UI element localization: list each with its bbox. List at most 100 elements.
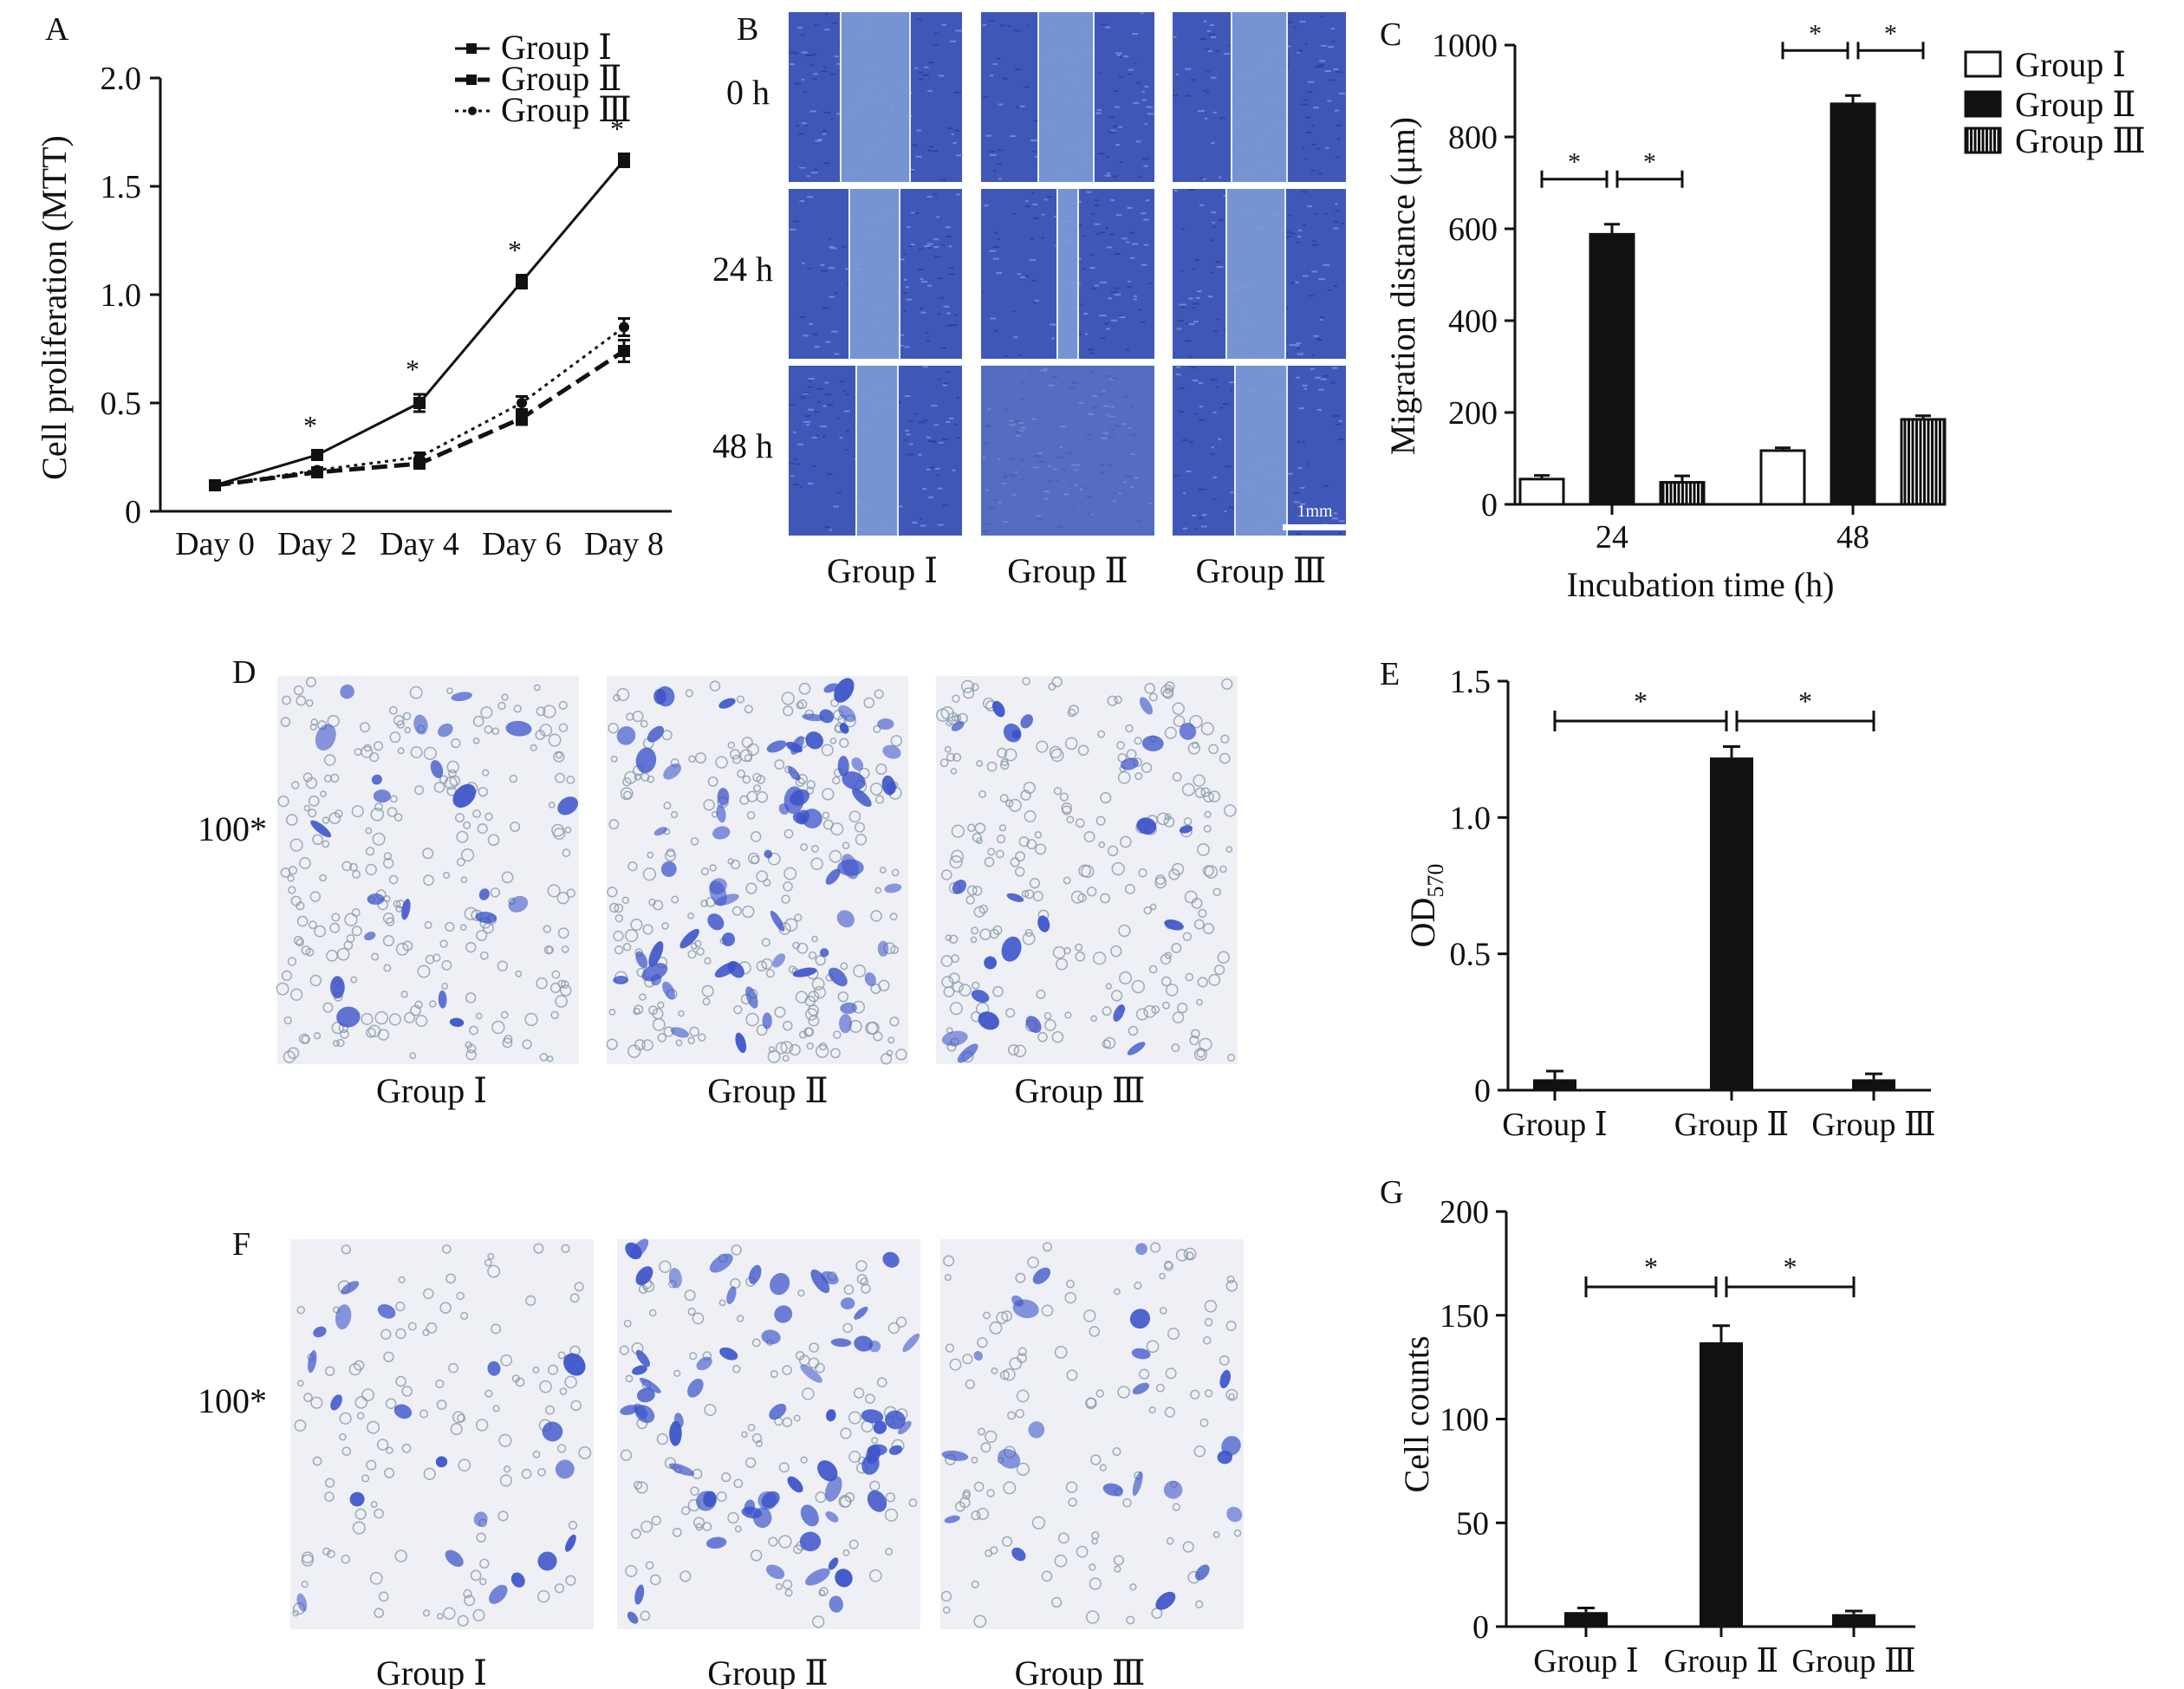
pore	[870, 983, 881, 995]
pore	[491, 727, 500, 736]
cell-texture	[1307, 90, 1313, 93]
pore	[1124, 883, 1135, 894]
pore	[487, 834, 500, 847]
pore	[651, 1515, 661, 1526]
stained-cell	[1020, 714, 1034, 729]
pore	[678, 1010, 685, 1017]
cell-texture	[1100, 281, 1108, 283]
pore	[1164, 687, 1172, 694]
pore	[548, 733, 562, 747]
cell-texture	[1310, 367, 1315, 370]
pore	[842, 1322, 853, 1334]
pore	[510, 821, 521, 833]
pore	[385, 917, 395, 926]
pore	[350, 976, 358, 984]
pore	[1154, 876, 1167, 889]
wound-gap	[841, 12, 910, 182]
wound-image-0h-group-3	[1173, 12, 1346, 182]
pore	[1143, 906, 1153, 915]
pore	[1148, 965, 1158, 974]
cell-texture	[839, 380, 845, 383]
cell-texture	[982, 529, 990, 532]
pore	[633, 1007, 640, 1016]
cell-texture	[1302, 384, 1308, 387]
pore	[322, 1002, 334, 1013]
pore	[962, 687, 975, 699]
cell-texture	[1004, 355, 1009, 358]
pore	[436, 1400, 447, 1410]
pore	[1003, 1368, 1016, 1381]
stained-cell	[861, 1454, 880, 1475]
pore	[687, 1036, 695, 1045]
cell-texture	[799, 396, 806, 399]
pore	[443, 1607, 456, 1620]
cell-texture	[1055, 479, 1060, 482]
stained-cell	[635, 747, 657, 774]
pore	[404, 726, 412, 734]
stained-cell	[951, 721, 965, 731]
pore	[806, 1042, 814, 1050]
cell-texture	[1126, 241, 1130, 244]
panel-c-bar-chart: Migration distance (μm) Incubation time …	[1383, 19, 2146, 604]
cell-texture	[821, 70, 828, 73]
cell-texture	[1183, 492, 1186, 495]
pore	[439, 939, 448, 948]
cell-texture	[1212, 498, 1218, 501]
data-point	[210, 480, 220, 490]
cell-texture	[1316, 65, 1323, 68]
pore	[753, 784, 762, 793]
pore	[661, 730, 673, 741]
cell-texture	[1105, 26, 1111, 29]
pore	[476, 1419, 489, 1432]
pore	[1107, 845, 1119, 857]
cell-texture	[1108, 415, 1115, 418]
cell-texture	[1016, 434, 1022, 437]
cell-texture	[1095, 232, 1099, 235]
pore	[503, 1465, 511, 1473]
x-tick-label: Group Ⅲ	[1811, 1107, 1935, 1143]
pore	[983, 1311, 991, 1320]
cell-texture	[905, 429, 909, 432]
pore	[829, 737, 837, 744]
pore	[642, 867, 657, 881]
cell-texture	[1102, 432, 1108, 434]
cell-texture	[1198, 110, 1205, 113]
significance-asterisk: *	[1784, 1251, 1797, 1283]
cell-texture	[1333, 512, 1338, 515]
cell-texture	[1011, 494, 1017, 497]
pore	[991, 1367, 998, 1374]
cell-texture	[943, 382, 949, 385]
pore	[647, 775, 655, 783]
cell-texture	[900, 334, 905, 336]
pore	[1219, 752, 1231, 764]
pore	[1126, 1615, 1135, 1625]
cell-texture	[804, 125, 808, 127]
cell-texture	[1004, 408, 1010, 411]
pore	[320, 790, 327, 798]
cell-texture	[789, 51, 796, 54]
pore	[756, 775, 766, 784]
pore	[640, 719, 648, 728]
stained-cell	[873, 1420, 887, 1434]
cell-texture	[954, 91, 961, 94]
cell-texture	[948, 417, 954, 419]
stained-cell	[854, 1335, 874, 1352]
cell-texture	[1023, 86, 1030, 88]
pore	[946, 719, 953, 727]
cell-texture	[934, 467, 940, 470]
cell-texture	[1141, 212, 1147, 215]
cell-texture	[1323, 484, 1329, 487]
stained-cell	[802, 713, 824, 722]
cell-texture	[918, 453, 922, 456]
cell-texture	[1113, 90, 1119, 93]
pore	[1204, 1300, 1218, 1313]
pore	[331, 1021, 344, 1035]
pore	[1213, 964, 1225, 976]
cell-texture	[1297, 353, 1303, 355]
pore	[537, 1467, 546, 1477]
cell-texture	[1327, 100, 1332, 102]
pore	[1110, 945, 1122, 958]
cell-texture	[1037, 452, 1043, 455]
cell-texture	[1007, 24, 1011, 27]
